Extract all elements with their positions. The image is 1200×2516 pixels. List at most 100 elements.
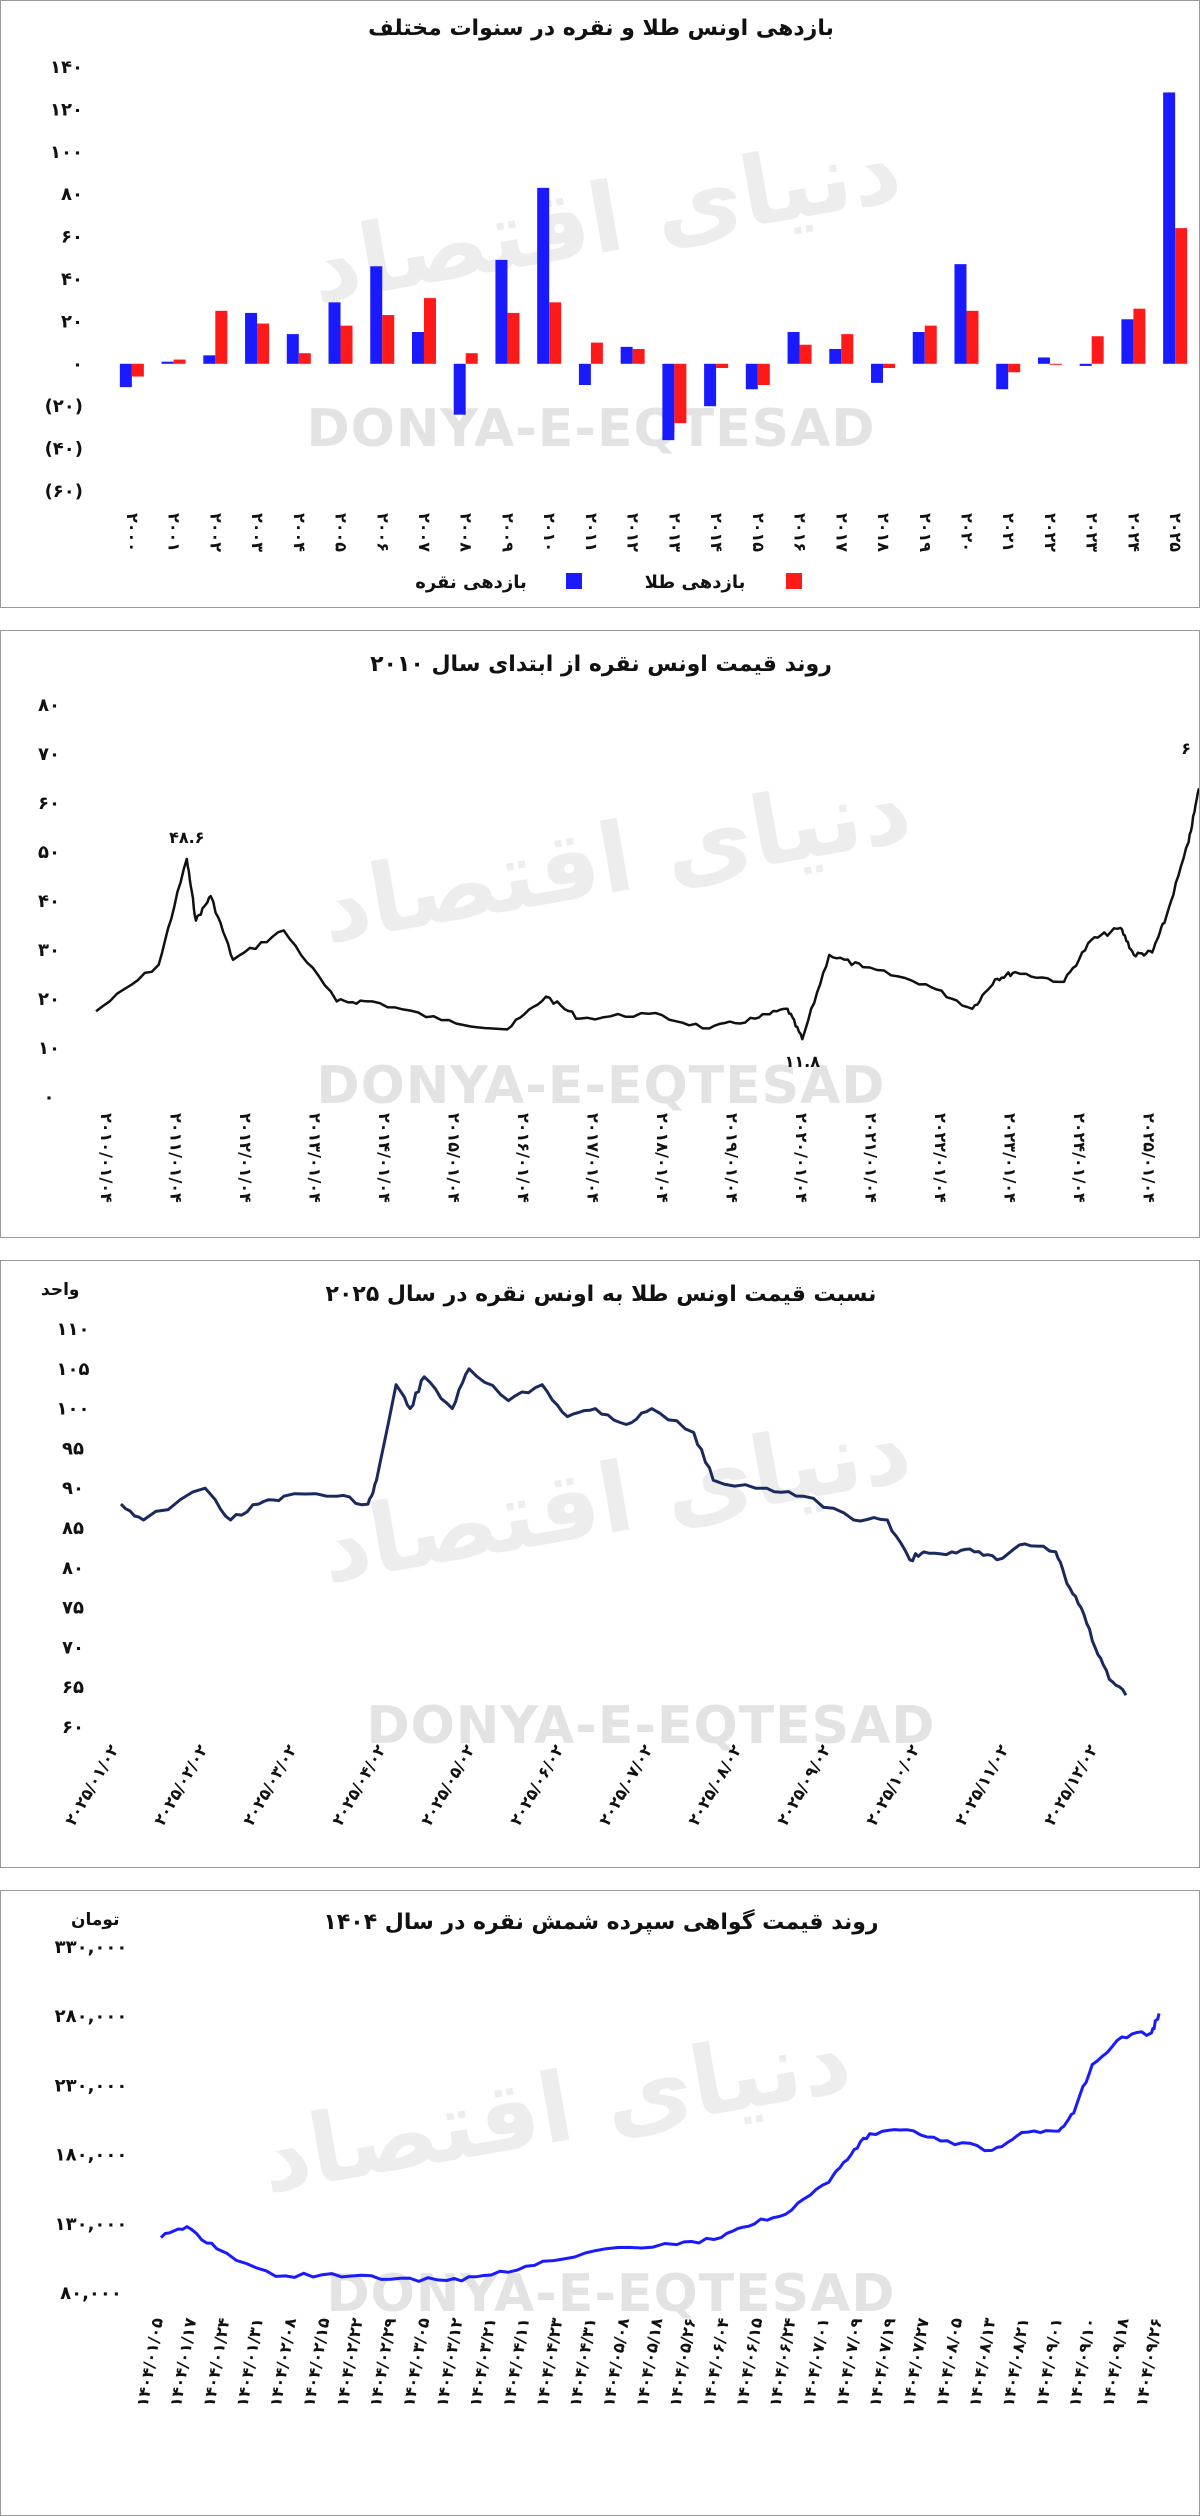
x-tick-label: ۲۰۱۵ [749,513,768,552]
x-tick-label: ۲۰۲۵/۱۲/۰۲ [1040,1741,1101,1828]
y-tick-label: ۸۰ [62,1558,84,1579]
x-tick-label: ۱۴۰۴/۰۷/۰۱ [799,2316,833,2408]
x-tick-label: ۱۴۰۴/۰۹/۱۸ [1098,2316,1132,2408]
x-tick-label: ۲۰۱۴ [707,513,726,552]
gold-return-bar [423,298,436,364]
x-tick-label: ۱۴۰۴/۰۹/۲۶ [1132,2316,1166,2408]
y-tick-label: ۰ [72,354,83,375]
x-tick-label: ۲۰۲۲/۰۱/۰۴ [931,1113,950,1203]
x-tick-label: ۱۴۰۴/۰۱/۲۴ [199,2316,233,2408]
gold-return-bar [1049,363,1062,365]
x-tick-label: ۱۴۰۴/۰۸/۱۳ [965,2316,999,2408]
silver-return-bar [411,332,424,364]
x-tick-label: ۲۰۰۷ [415,513,434,552]
gold-return-bar [716,363,729,369]
x-tick-label: ۲۰۱۲/۰۱/۰۴ [236,1113,255,1203]
x-tick-label: ۱۴۰۴/۰۶/۰۴ [699,2316,733,2408]
x-tick-label: ۲۰۲۵/۱۱/۰۲ [951,1741,1012,1828]
y-tick-label: ۱۱۰ [57,1319,90,1340]
annotations: ۴۸.۶ ۱۱.۸ ۶ [169,739,1191,1071]
bars [119,92,1188,441]
x-tick-label: ۱۴۰۴/۰۲/۲۲ [332,2316,366,2408]
y-unit-label: تومان [71,1910,119,1930]
x-axis: ۱۴۰۴/۰۱/۰۵۱۴۰۴/۰۱/۱۷۱۴۰۴/۰۱/۲۴۱۴۰۴/۰۱/۳۱… [133,2316,1166,2408]
legend: بازدهی طلا بازدهی نقره [415,572,802,593]
silver-return-bar [954,264,967,364]
y-tick-label: ۶۰ [62,1717,84,1738]
gold-return-bar [799,344,812,364]
x-tick-label: ۲۰۱۶/۰۱/۰۴ [514,1113,533,1203]
legend-label-silver: بازدهی نقره [415,572,527,593]
silver-return-bar [203,355,216,364]
gold-return-bar [841,334,854,364]
silver-return-bar [912,332,925,364]
data-label: ۱۱.۸ [785,1052,821,1071]
x-tick-label: ۲۰۱۳/۰۱/۰۴ [306,1113,325,1203]
silver-price-chart: دنیای اقتصاد DONYA-E-EQTESAD روند قیمت ا… [38,652,1199,1203]
gold-return-bar [883,363,896,369]
silver-return-bar [495,259,508,364]
y-tick-label: ۲۳۰,۰۰۰ [55,2075,128,2096]
x-tick-label: ۲۰۰۶ [373,513,392,552]
y-axis: ۸۰ ۷۰ ۶۰ ۵۰ ۴۰ ۳۰ ۲۰ ۱۰ ۰ [38,695,60,1108]
x-tick-label: ۱۴۰۴/۰۶/۱۵ [732,2316,766,2408]
gold-return-bar [507,312,520,364]
certificate-chart: دنیای اقتصاد DONYA-E-EQTESAD روند قیمت گ… [55,1908,1166,2408]
gold-return-bar [382,315,395,364]
x-tick-label: ۱۴۰۴/۰۱/۰۵ [133,2316,167,2408]
x-tick-label: ۲۰۱۱ [582,513,601,552]
silver-price-panel: دنیای اقتصاد DONYA-E-EQTESAD روند قیمت ا… [0,630,1200,1238]
ratio-panel: دنیای اقتصاد DONYA-E-EQTESAD نسبت قیمت ا… [0,1260,1200,1868]
silver-return-bar [620,346,633,364]
x-tick-label: ۲۰۱۹ [916,513,935,552]
silver-price-series [95,787,1199,1041]
y-tick-label: ۴۰ [61,269,83,290]
silver-return-bar [578,363,591,385]
y-tick-label: ۷۵ [62,1598,84,1619]
gold-return-bar [966,310,979,364]
y-tick-label: ۸۰ [38,695,60,716]
x-axis: ۲۰۱۰/۰۱/۰۴ ۲۰۱۱/۰۱/۰۴ ۲۰۱۲/۰۱/۰۴ ۲۰۱۳/۰۱/۰۴… [97,1113,1159,1203]
x-tick-label: ۲۰۱۴/۰۱/۰۴ [375,1113,394,1203]
y-tick-label: ۲۰ [61,311,83,332]
y-tick-label: ۱۰ [38,1038,60,1059]
x-tick-label: ۱۴۰۴/۰۷/۲۷ [899,2316,933,2408]
chart-title: نسبت قیمت اونس طلا به اونس نقره در سال ۲… [326,1282,877,1307]
silver-return-bar [787,332,800,364]
y-unit-label: واحد [41,1280,79,1300]
x-tick-label: ۱۴۰۴/۰۲/۱۵ [299,2316,333,2408]
y-tick-label: ۶۰ [61,227,83,248]
legend-swatch-silver [566,573,582,589]
legend-label-gold: بازدهی طلا [645,572,746,593]
chart-title: بازدهی اونس طلا و نقره در سنوات مختلف [368,16,834,41]
watermark-logo: دنیای اقتصاد [302,112,909,326]
silver-return-bar [1037,357,1050,364]
ratio-series [119,1367,1128,1696]
gold-return-bar [173,359,186,364]
certificate-panel: دنیای اقتصاد DONYA-E-EQTESAD روند قیمت گ… [0,1890,1200,2516]
x-tick-label: ۲۰۲۵/۰۴/۰۲ [328,1741,389,1828]
y-tick-label: ۳۰ [38,940,60,961]
gold-return-bar [340,325,353,364]
x-tick-label: ۲۰۱۰ [540,513,559,552]
silver-return-bar [286,334,299,364]
silver-return-bar [245,312,258,364]
y-axis: ۱۴۰ ۱۲۰ ۱۰۰ ۸۰ ۶۰ ۴۰ ۲۰ ۰ (۲۰) (۴۰) (۶۰) [45,57,83,502]
silver-return-bar [161,361,174,364]
watermark-text: DONYA-E-EQTESAD [366,1696,935,1756]
y-tick-label: ۳۳۰,۰۰۰ [55,1937,128,1958]
x-tick-label: ۲۰۱۲ [624,513,643,552]
x-tick-label: ۲۰۰۸ [457,513,476,552]
silver-return-bar [871,363,884,383]
ratio-line [119,1367,1128,1696]
y-tick-label: ۲۸۰,۰۰۰ [55,2006,128,2027]
x-tick-label: ۲۰۲۵/۰۲/۰۲ [150,1741,211,1828]
x-tick-label: ۱۴۰۴/۰۷/۰۹ [832,2316,866,2408]
y-tick-label: ۷۰ [62,1637,84,1658]
x-tick-label: ۲۰۲۱/۰۱/۰۴ [862,1113,881,1203]
certificate-price-series [159,2013,1161,2283]
gold-return-bar [549,302,562,364]
x-tick-label: ۲۰۱۹/۰۱/۰۴ [723,1113,742,1203]
gold-return-bar [674,363,687,424]
x-tick-label: ۲۰۲۵ [1166,513,1185,552]
